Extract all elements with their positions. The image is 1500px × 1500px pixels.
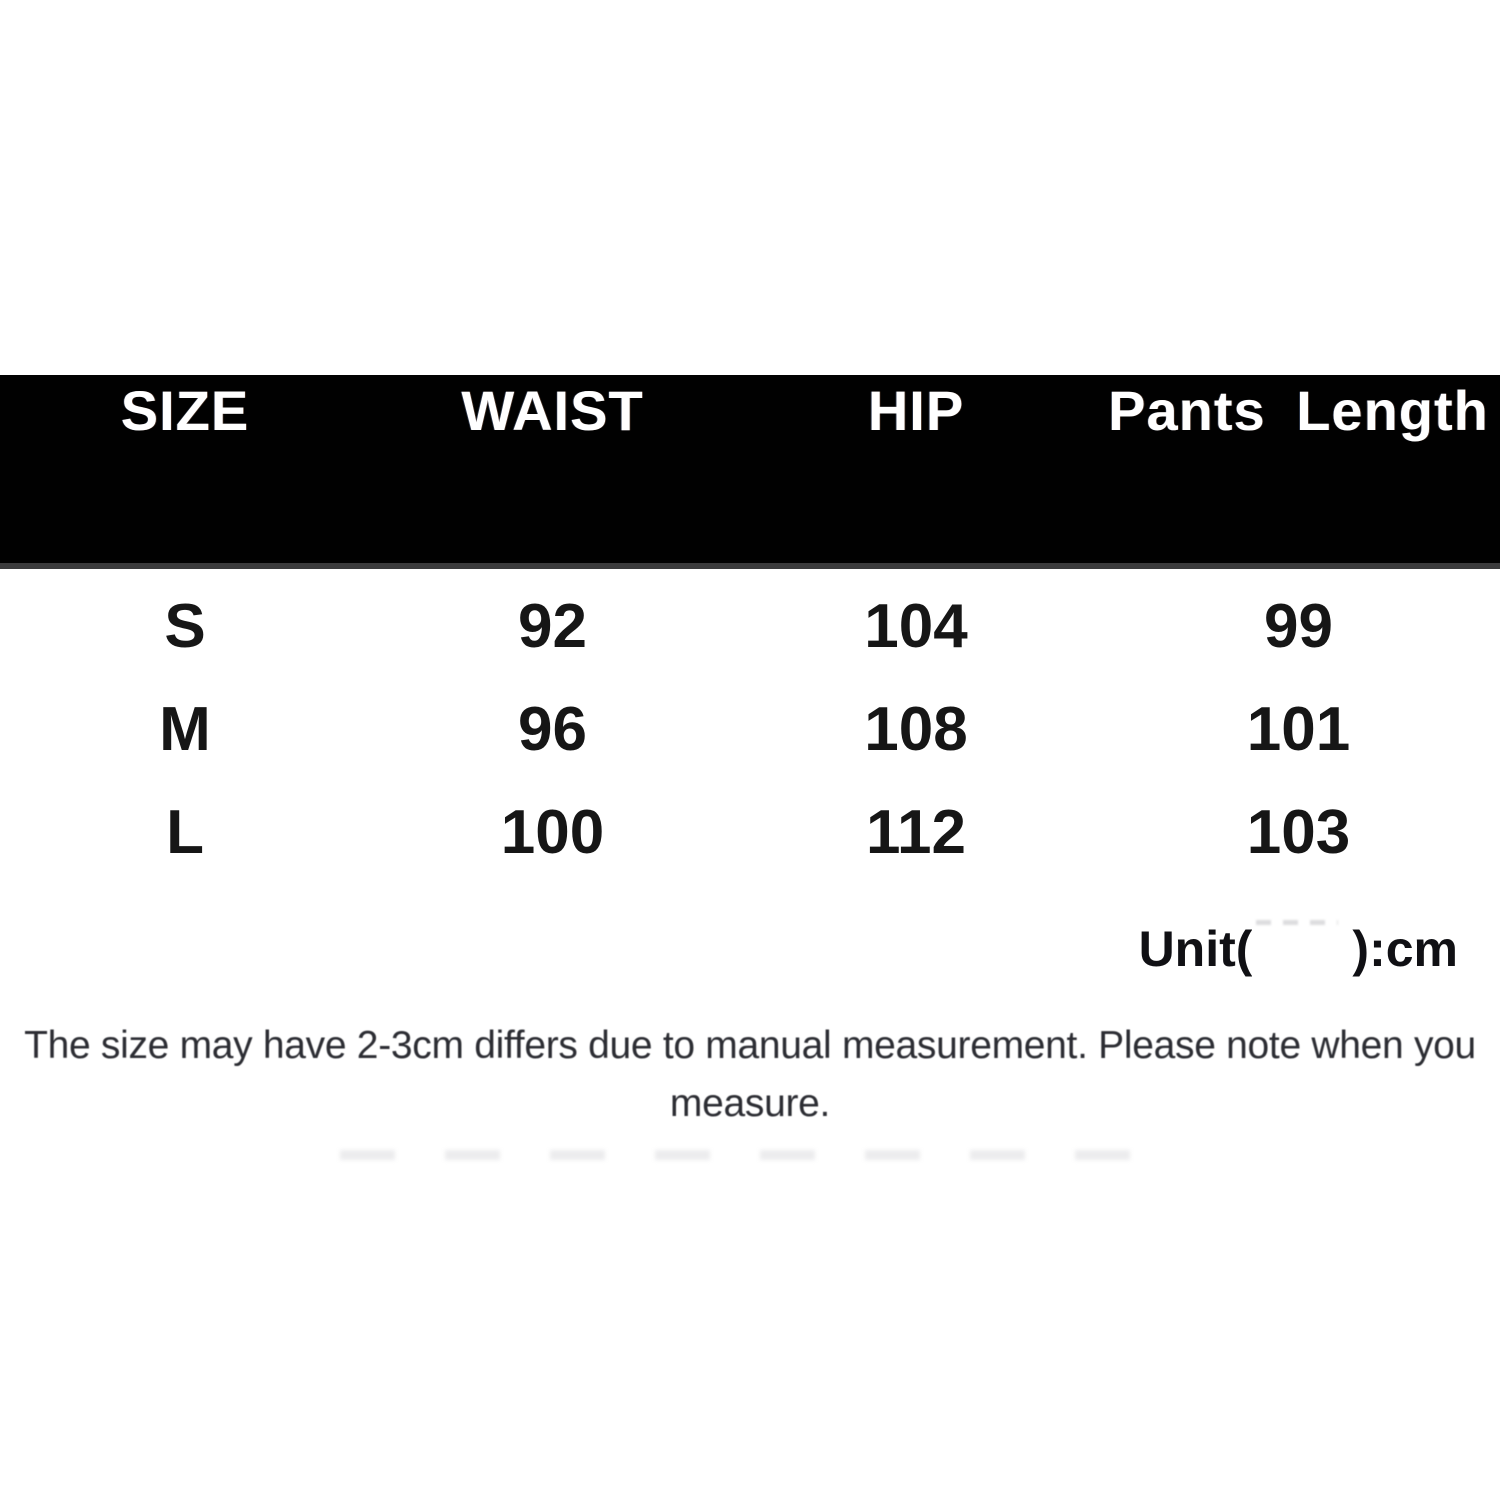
measurement-note-line2: measure. [669,1082,831,1125]
table-row-s: S 92 104 99 [0,575,1500,678]
measurement-note: The size may have 2-3cm differs due to m… [0,1022,1500,1128]
table-header-band: SIZE WAIST HIP Pants Length [0,375,1500,569]
pants-length-value: 99 [1264,592,1333,661]
size-value: L [166,798,204,867]
erased-text-area [1252,920,1353,978]
waist-value: 96 [518,695,587,764]
unit-label-suffix: ):cm [1352,921,1458,977]
erased-text-smudge [340,1150,1180,1160]
size-value: S [164,592,206,661]
unit-label-prefix: Unit( [1138,921,1253,977]
hip-value: 108 [864,695,968,764]
measurement-note-line1: The size may have 2-3cm differs due to m… [24,1024,1476,1067]
table-row-l: L 100 112 103 [0,781,1500,884]
unit-label: Unit( ):cm [1139,920,1458,978]
column-header-pants-length: Pants Length [1108,379,1489,442]
table-header-row: SIZE WAIST HIP Pants Length [0,375,1500,443]
column-header-hip: HIP [867,379,965,442]
hip-value: 112 [865,798,967,867]
waist-value: 92 [518,592,587,661]
hip-value: 104 [864,592,968,661]
table-body: S 92 104 99 M 96 108 101 L 100 112 103 [0,575,1500,884]
pants-length-value: 103 [1246,798,1351,867]
pants-length-value: 101 [1246,695,1351,764]
waist-value: 100 [500,798,605,867]
size-value: M [159,695,211,764]
table-row-m: M 96 108 101 [0,678,1500,781]
column-header-size: SIZE [120,379,250,442]
column-header-waist: WAIST [461,379,644,442]
